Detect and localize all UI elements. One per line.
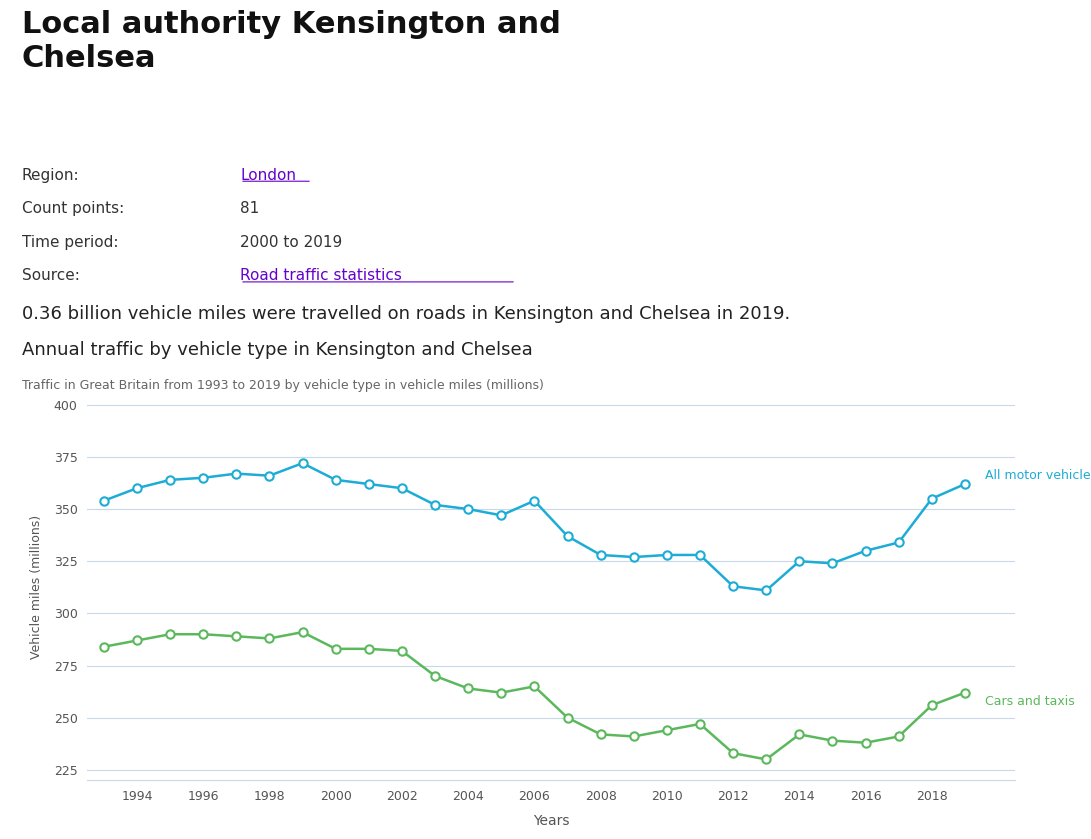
Text: Road traffic statistics: Road traffic statistics: [240, 268, 401, 284]
Text: Cars and taxis: Cars and taxis: [985, 695, 1075, 708]
Text: 81: 81: [240, 201, 260, 216]
Text: Traffic in Great Britain from 1993 to 2019 by vehicle type in vehicle miles (mil: Traffic in Great Britain from 1993 to 20…: [22, 379, 543, 392]
Text: Source:: Source:: [22, 268, 80, 284]
X-axis label: Years: Years: [532, 814, 570, 828]
Text: Time period:: Time period:: [22, 235, 118, 250]
Text: Count points:: Count points:: [22, 201, 124, 216]
Text: 0.36 billion vehicle miles were travelled on roads in Kensington and Chelsea in : 0.36 billion vehicle miles were travelle…: [22, 305, 790, 323]
Text: All motor vehicles: All motor vehicles: [985, 469, 1091, 482]
Y-axis label: Vehicle miles (millions): Vehicle miles (millions): [29, 515, 43, 659]
Text: Annual traffic by vehicle type in Kensington and Chelsea: Annual traffic by vehicle type in Kensin…: [22, 341, 532, 359]
Text: London: London: [240, 168, 296, 183]
Text: 2000 to 2019: 2000 to 2019: [240, 235, 343, 250]
Text: Region:: Region:: [22, 168, 80, 183]
Text: Local authority Kensington and
Chelsea: Local authority Kensington and Chelsea: [22, 10, 561, 73]
